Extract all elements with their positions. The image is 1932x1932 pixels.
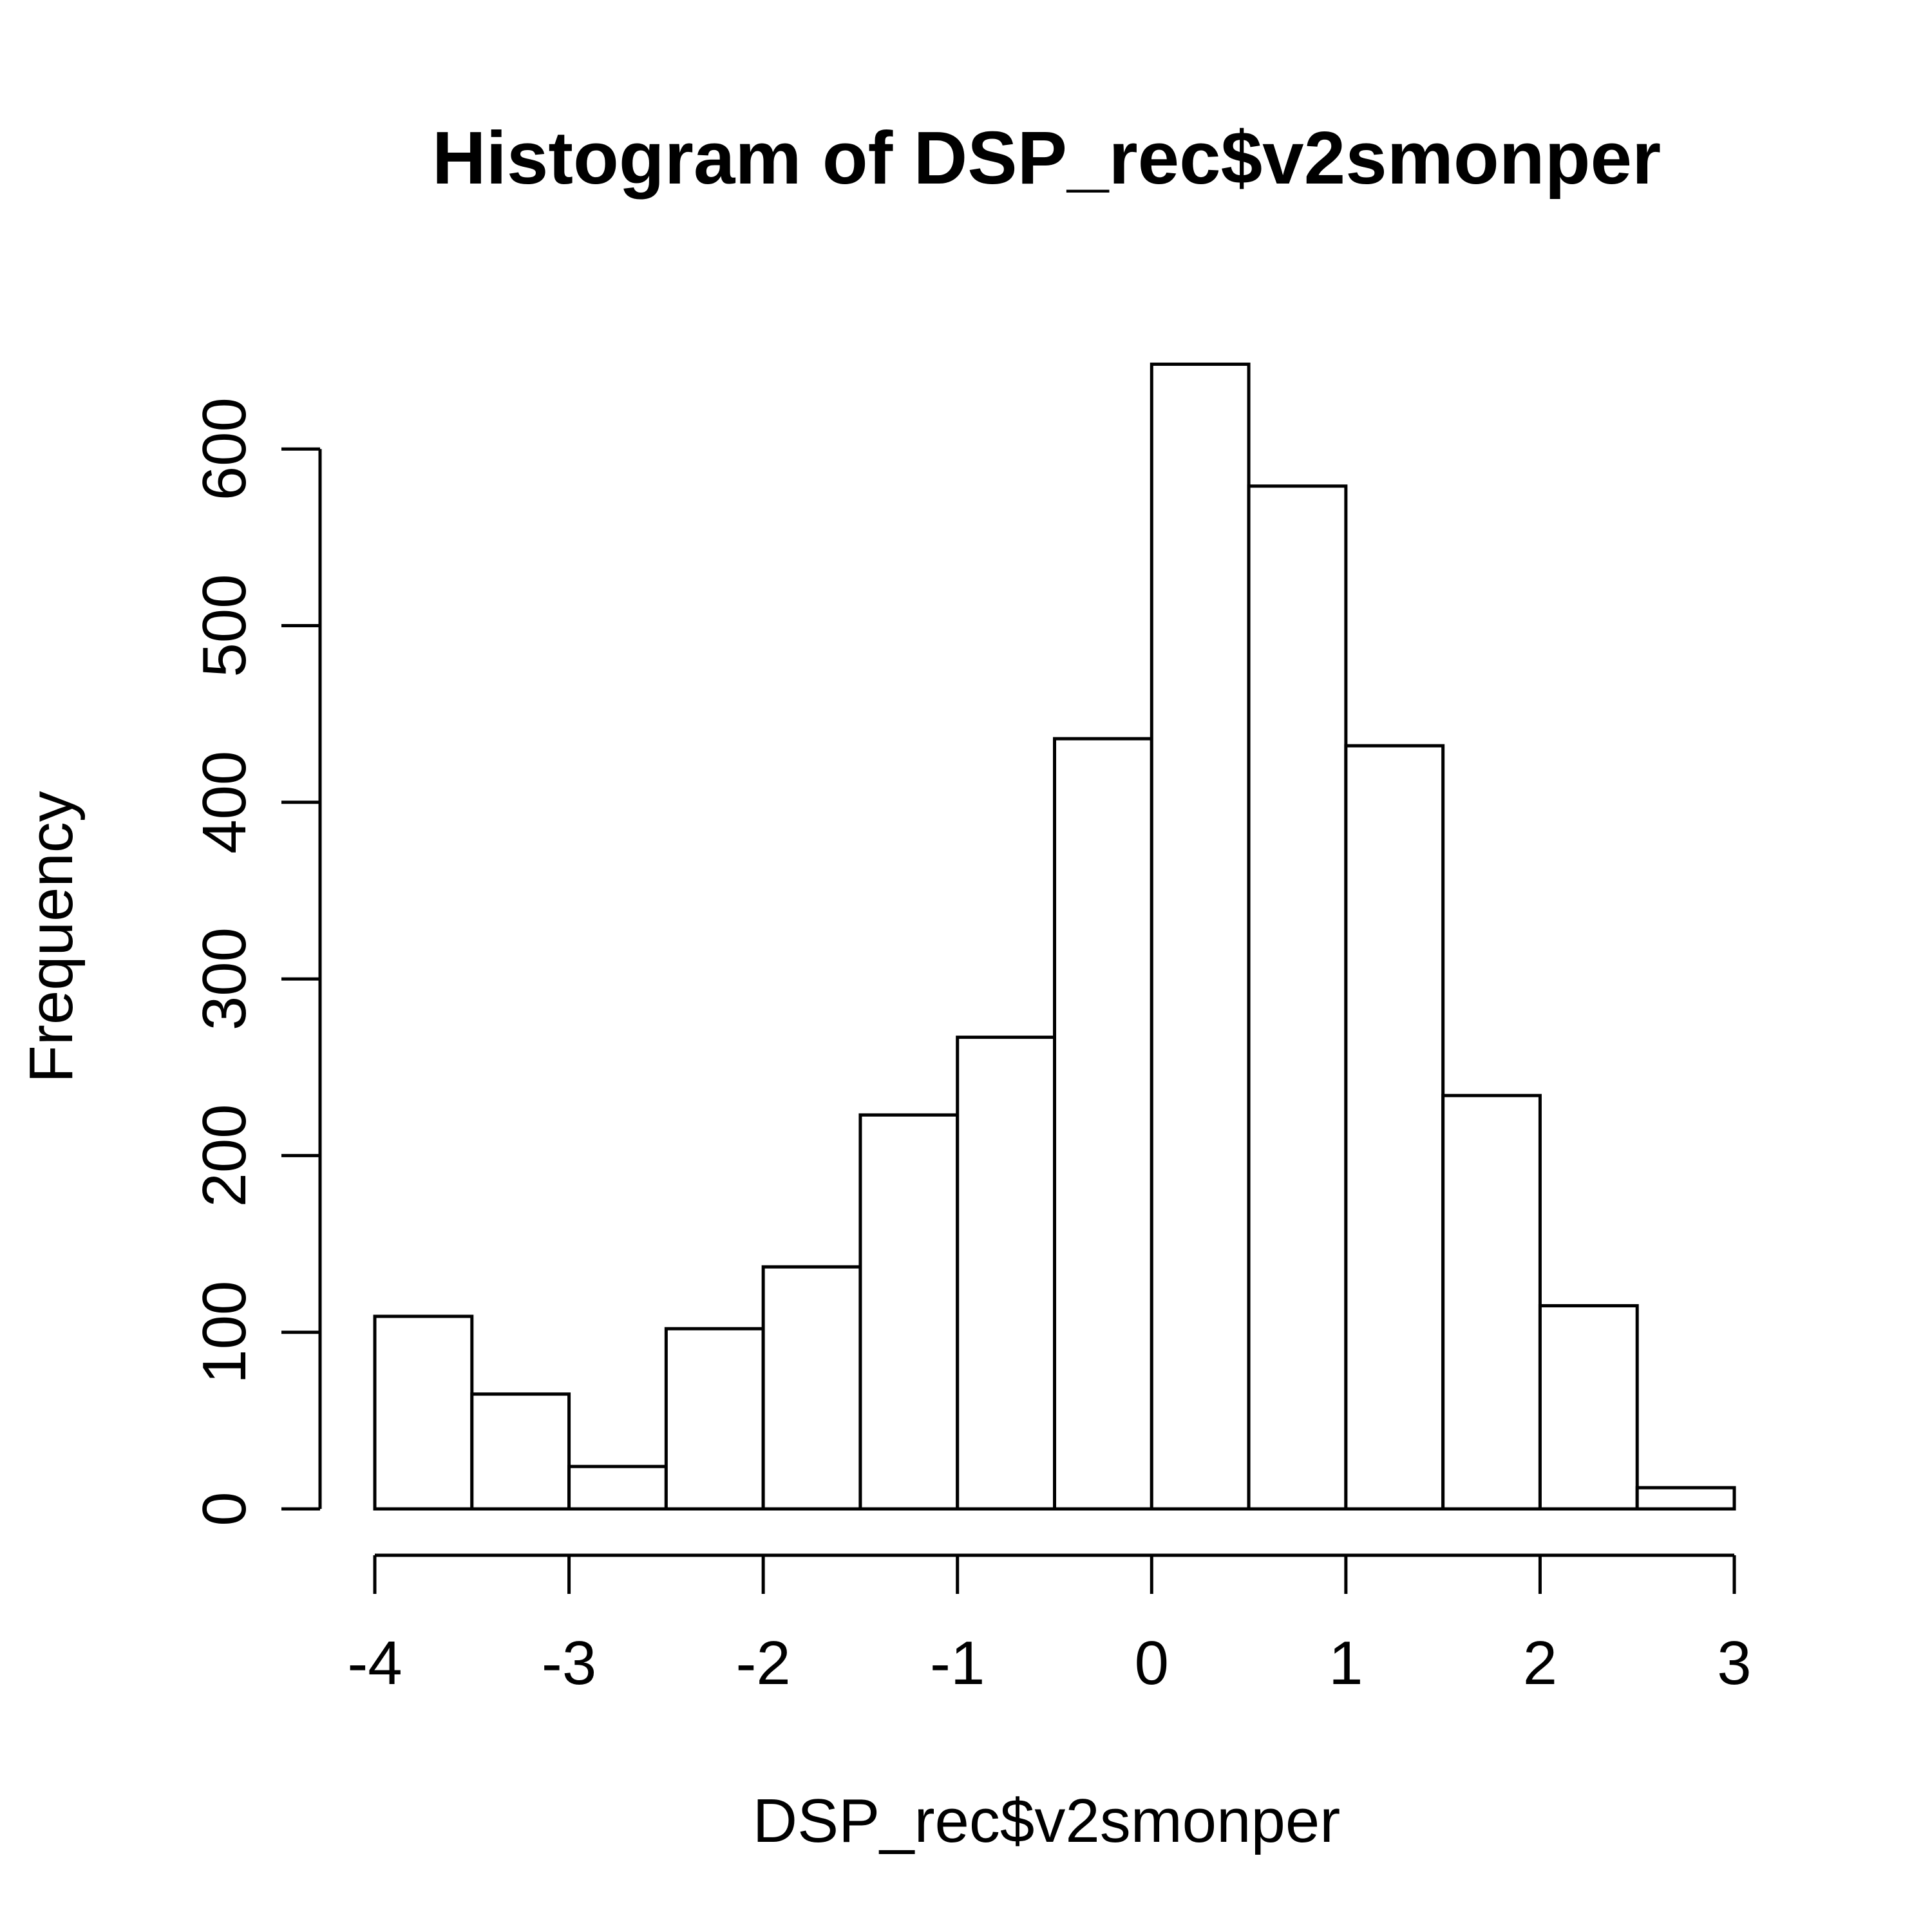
histogram-bars: [373, 363, 1736, 1511]
x-tick-label: -4: [347, 1629, 402, 1698]
chart-title: Histogram of DSP_rec$v2smonper: [432, 116, 1661, 200]
y-tick-label: 0: [190, 1492, 259, 1526]
histogram-bar: [470, 1392, 571, 1511]
y-tick-label: 200: [190, 1104, 259, 1207]
histogram-bar: [1441, 1094, 1542, 1511]
y-tick-label: 500: [190, 574, 259, 677]
histogram-bar: [1053, 737, 1153, 1511]
x-tick-label: 2: [1523, 1629, 1557, 1698]
x-tick-label: -1: [930, 1629, 985, 1698]
histogram-bar: [1538, 1304, 1639, 1511]
y-tick-label: 600: [190, 397, 259, 500]
histogram-bar: [761, 1265, 862, 1511]
x-tick-label: 3: [1717, 1629, 1751, 1698]
x-tick-label: -2: [735, 1629, 790, 1698]
y-tick-label: 400: [190, 751, 259, 854]
histogram-bar: [664, 1327, 765, 1511]
y-axis: 0 100 200 300 400 500 600: [190, 397, 322, 1526]
histogram-bar: [1635, 1486, 1736, 1511]
x-tick-label: -3: [542, 1629, 596, 1698]
y-axis-label: Frequency: [17, 791, 86, 1083]
histogram-bar: [1247, 484, 1348, 1511]
histogram-bar: [858, 1113, 960, 1511]
x-tick-label: 0: [1135, 1629, 1169, 1698]
histogram-bar: [1150, 363, 1251, 1511]
histogram-bar: [373, 1314, 474, 1511]
x-axis-label: DSP_rec$v2smonper: [753, 1786, 1340, 1855]
x-tick-label: 1: [1329, 1629, 1363, 1698]
x-axis: -4 -3 -2 -1 0 1 2 3: [347, 1553, 1752, 1698]
histogram-bar: [956, 1036, 1056, 1511]
y-tick-label: 100: [190, 1281, 259, 1384]
histogram-bar: [1344, 744, 1445, 1511]
histogram-bar: [567, 1464, 668, 1511]
y-tick-label: 300: [190, 927, 259, 1030]
